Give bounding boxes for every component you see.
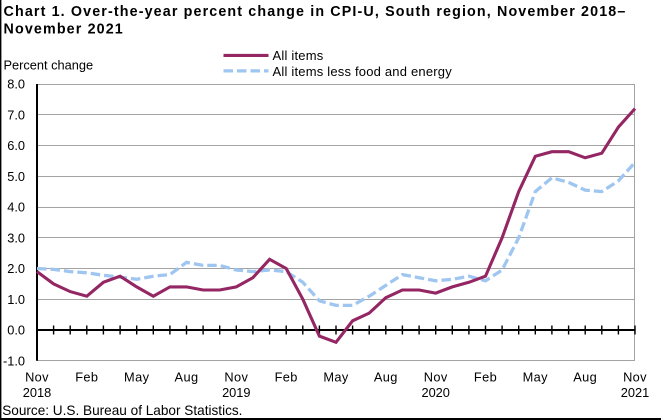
svg-text:5.0: 5.0: [7, 169, 25, 184]
svg-text:-1.0: -1.0: [3, 353, 25, 368]
svg-text:Feb: Feb: [474, 370, 497, 385]
svg-text:2.0: 2.0: [7, 261, 25, 276]
svg-text:Aug: Aug: [374, 370, 398, 385]
svg-text:Feb: Feb: [275, 370, 298, 385]
svg-text:Percent change: Percent change: [4, 58, 94, 73]
svg-text:Nov: Nov: [424, 370, 448, 385]
svg-text:2021: 2021: [621, 385, 649, 400]
svg-text:Feb: Feb: [75, 370, 98, 385]
svg-text:Nov: Nov: [623, 370, 647, 385]
svg-text:1.0: 1.0: [7, 292, 25, 307]
svg-text:Aug: Aug: [573, 370, 597, 385]
svg-text:6.0: 6.0: [7, 138, 25, 153]
svg-text:All items: All items: [273, 48, 324, 63]
svg-text:November 2021: November 2021: [4, 22, 124, 38]
svg-text:2018: 2018: [23, 385, 51, 400]
svg-text:2020: 2020: [421, 385, 449, 400]
svg-text:Source: U.S. Bureau of Labor S: Source: U.S. Bureau of Labor Statistics.: [2, 403, 242, 418]
svg-text:2019: 2019: [222, 385, 250, 400]
svg-text:All items less food and energy: All items less food and energy: [273, 64, 453, 79]
svg-text:4.0: 4.0: [7, 200, 25, 215]
svg-text:8.0: 8.0: [7, 77, 25, 92]
svg-text:May: May: [323, 370, 349, 385]
svg-text:May: May: [124, 370, 150, 385]
svg-text:Nov: Nov: [25, 370, 49, 385]
svg-text:Chart 1. Over-the-year percent: Chart 1. Over-the-year percent change in…: [4, 4, 627, 20]
svg-text:Nov: Nov: [224, 370, 248, 385]
svg-text:May: May: [523, 370, 549, 385]
svg-text:Aug: Aug: [175, 370, 199, 385]
svg-text:3.0: 3.0: [7, 230, 25, 245]
svg-text:7.0: 7.0: [7, 107, 25, 122]
svg-text:0.0: 0.0: [7, 323, 25, 338]
